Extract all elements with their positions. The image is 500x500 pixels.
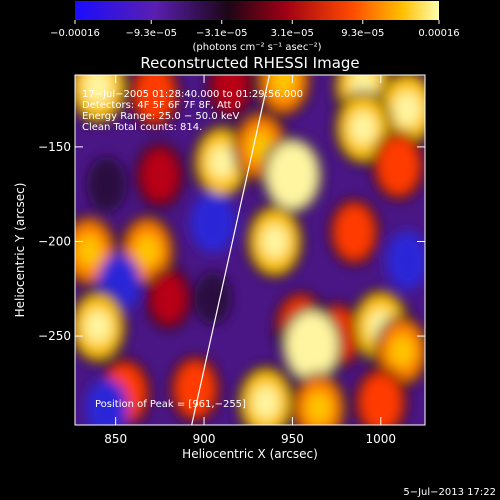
heatmap-blob-22	[194, 271, 232, 326]
y-axis-label: Heliocentric Y (arcsec)	[13, 183, 27, 318]
annotation-block: 17−Jul−2005 01:28:40.000 to 01:29:56.000…	[82, 89, 303, 133]
heatmap-blob-6	[86, 156, 127, 213]
axis-ticks: 850 900 950 1000 −150 −200 −250	[38, 75, 425, 446]
heatmap-blob-30	[236, 364, 296, 425]
heatmap-blob-13	[190, 192, 236, 253]
heatmap-blob-5	[376, 75, 425, 148]
annotation-line: Clean Total counts: 814.	[82, 122, 202, 133]
x-tick-label: 950	[281, 432, 304, 446]
heatmap-blob-17	[245, 203, 305, 280]
colorbar	[75, 1, 439, 20]
heatmap-blob-19	[386, 231, 425, 290]
heatmap-blob-10	[261, 135, 324, 215]
heatmap-blob-7	[135, 142, 185, 209]
heatmap-blob-18	[328, 198, 381, 267]
peak-position-label: Position of Peak = [961,−255]	[95, 399, 246, 410]
heatmap-blob-0	[75, 75, 129, 126]
x-tick-label: 1000	[366, 432, 397, 446]
x-tick-label: 900	[193, 432, 216, 446]
heatmap-blob-31	[279, 305, 344, 386]
plot-frame	[74, 74, 426, 426]
heatmap-blob-20	[75, 289, 128, 365]
heatmap-blob-28	[85, 378, 129, 425]
annotation-line: 17−Jul−2005 01:28:40.000 to 01:29:56.000	[82, 89, 303, 100]
heatmap-blob-21	[145, 266, 193, 330]
y-tick-label: −150	[38, 140, 71, 154]
y-tick-label: −200	[38, 234, 71, 248]
colorbar-tick-label: 0.00016	[418, 28, 459, 39]
heatmap-blob-3	[255, 75, 312, 118]
annotation-line: Detectors: 4F 5F 6F 7F 8F, Att 0	[82, 100, 241, 111]
x-axis-label: Heliocentric X (arcsec)	[182, 447, 318, 461]
colorbar-tick-label: −0.00016	[50, 28, 100, 39]
heatmap-field	[75, 75, 425, 425]
solar-limb-line	[191, 75, 271, 425]
heatmap-blob-12	[371, 130, 425, 202]
colorbar-tick-label: 3.1e−05	[271, 28, 314, 39]
colorbar-tick-label: −3.1e−05	[196, 28, 248, 39]
colorbar-tick-label: −9.3e−05	[125, 28, 177, 39]
heatmap-blob-32	[290, 371, 348, 425]
colorbar-tick-label: 9.3e−05	[341, 28, 384, 39]
heatmap-blob-1	[128, 75, 181, 128]
colorbar-unit-label: (photons cm⁻² s⁻¹ asec⁻²)	[192, 42, 321, 53]
colorbar-ticks: −0.00016 −9.3e−05 −3.1e−05 3.1e−05 9.3e−05 0.…	[50, 20, 460, 39]
footer-timestamp: 5−Jul−2013 17:22	[403, 487, 496, 498]
annotation-line: Energy Range: 25.0 − 50.0 keV	[82, 111, 239, 122]
heatmap-blob-33	[353, 367, 408, 425]
chart-title: Reconstructed RHESSI Image	[140, 54, 359, 72]
heatmap-blob-29	[169, 355, 222, 424]
x-tick-label: 850	[104, 432, 127, 446]
y-tick-label: −250	[38, 329, 71, 343]
heatmap-blob-2	[206, 75, 255, 118]
